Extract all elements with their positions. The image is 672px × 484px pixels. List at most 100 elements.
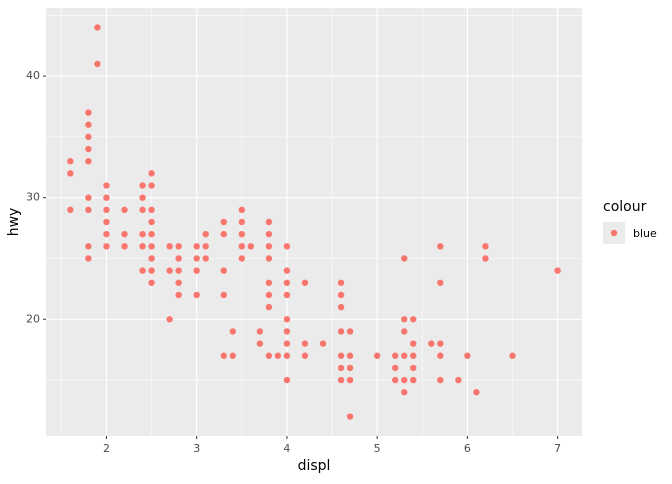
- legend-marker: [610, 229, 618, 237]
- point: [401, 316, 408, 323]
- point: [401, 352, 408, 359]
- x-axis-title: displ: [298, 458, 331, 474]
- point: [139, 243, 146, 250]
- point: [337, 376, 345, 384]
- point: [220, 230, 227, 238]
- x-tick-label: 5: [374, 442, 381, 455]
- point: [148, 267, 155, 274]
- point: [103, 206, 110, 214]
- point: [337, 291, 345, 299]
- point: [139, 182, 146, 189]
- point: [337, 279, 345, 286]
- point: [301, 352, 309, 359]
- point: [464, 352, 471, 359]
- point: [139, 230, 146, 238]
- point: [392, 352, 399, 359]
- point: [175, 255, 182, 262]
- point: [121, 243, 128, 250]
- point: [121, 206, 128, 214]
- point: [238, 255, 246, 262]
- point: [139, 206, 146, 214]
- point: [238, 243, 246, 250]
- point: [265, 230, 273, 238]
- point: [283, 267, 291, 274]
- point: [410, 340, 417, 347]
- point: [247, 243, 255, 250]
- point: [392, 376, 399, 384]
- point: [437, 243, 444, 250]
- panel: [46, 8, 582, 436]
- y-tick-label: 30: [26, 191, 40, 204]
- y-tick-label: 40: [26, 69, 40, 82]
- point: [373, 352, 381, 359]
- point: [85, 121, 92, 128]
- point: [337, 303, 345, 311]
- point: [283, 340, 291, 347]
- point: [283, 291, 291, 299]
- point: [148, 243, 155, 250]
- point: [148, 170, 155, 177]
- point: [346, 352, 354, 359]
- point: [103, 243, 110, 250]
- point: [410, 316, 417, 323]
- point: [265, 291, 273, 299]
- point: [265, 243, 273, 250]
- point: [265, 218, 273, 226]
- point: [94, 24, 101, 31]
- point: [437, 352, 444, 359]
- point: [103, 218, 110, 226]
- point: [175, 267, 182, 274]
- point: [67, 158, 74, 165]
- point: [337, 352, 345, 359]
- point: [437, 279, 444, 286]
- point: [85, 133, 92, 141]
- point: [283, 316, 291, 323]
- point: [283, 279, 291, 286]
- point: [482, 243, 489, 250]
- point: [220, 267, 227, 274]
- point: [238, 218, 246, 226]
- point: [94, 60, 101, 68]
- point: [410, 352, 417, 359]
- point: [473, 389, 480, 396]
- point: [265, 255, 273, 262]
- point: [482, 255, 489, 262]
- point: [103, 182, 110, 189]
- axes: 2 3 4 5 6 7 20 30 40: [26, 69, 561, 455]
- point: [437, 340, 444, 347]
- x-tick-label: 2: [103, 442, 110, 455]
- point: [85, 145, 92, 153]
- point: [283, 243, 291, 250]
- point: [202, 255, 209, 262]
- point: [166, 243, 173, 250]
- point: [346, 376, 354, 384]
- point: [437, 376, 444, 384]
- point: [139, 267, 146, 274]
- point: [193, 267, 200, 274]
- point: [67, 206, 74, 214]
- point: [85, 109, 92, 116]
- point: [139, 194, 146, 201]
- point: [202, 243, 209, 250]
- point: [392, 364, 399, 372]
- point: [401, 328, 408, 335]
- point: [148, 255, 155, 262]
- point: [256, 340, 264, 347]
- point: [301, 279, 309, 286]
- point: [238, 206, 246, 214]
- point: [175, 279, 182, 286]
- point: [202, 230, 209, 238]
- point: [346, 413, 354, 420]
- point: [283, 352, 291, 359]
- point: [175, 291, 182, 299]
- grid: [46, 8, 582, 436]
- point: [301, 340, 309, 347]
- y-tick-label: 20: [26, 312, 40, 325]
- point: [509, 352, 516, 359]
- point: [337, 364, 345, 372]
- point: [220, 218, 227, 226]
- x-tick-label: 6: [464, 442, 471, 455]
- point: [265, 279, 273, 286]
- point: [229, 328, 236, 335]
- point: [554, 267, 561, 274]
